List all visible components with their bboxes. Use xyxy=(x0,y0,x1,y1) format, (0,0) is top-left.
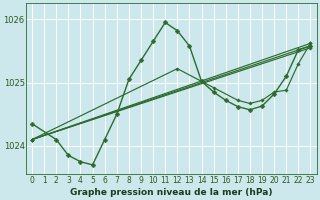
X-axis label: Graphe pression niveau de la mer (hPa): Graphe pression niveau de la mer (hPa) xyxy=(70,188,273,197)
